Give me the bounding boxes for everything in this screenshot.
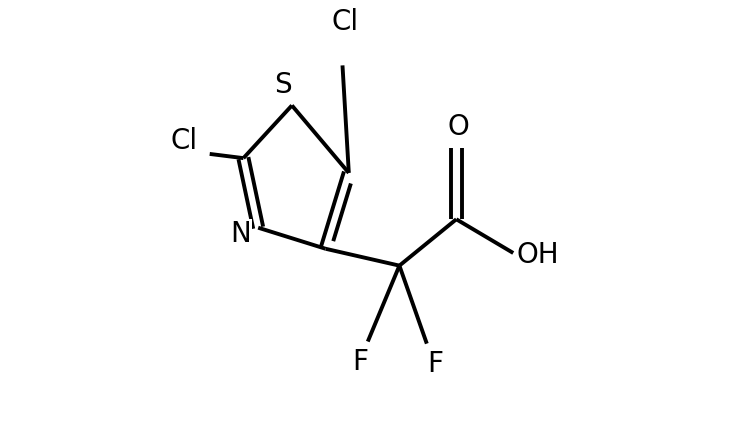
- Text: S: S: [274, 71, 292, 99]
- Text: N: N: [230, 220, 251, 248]
- Text: O: O: [448, 114, 469, 141]
- Text: F: F: [352, 348, 368, 376]
- Text: Cl: Cl: [171, 127, 198, 155]
- Text: F: F: [427, 350, 443, 378]
- Text: OH: OH: [516, 241, 559, 269]
- Text: Cl: Cl: [331, 8, 358, 36]
